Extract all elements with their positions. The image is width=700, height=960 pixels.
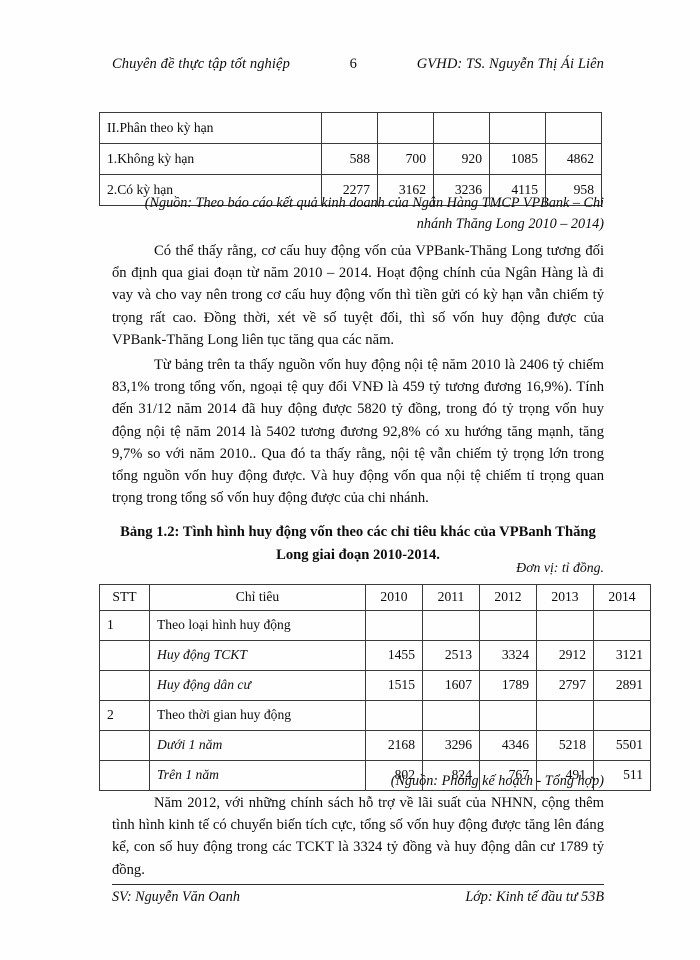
header-title-left: Chuyên đề thực tập tốt nghiệp [112,56,290,72]
header-indicator: Chỉ tiêu [149,584,366,611]
cell-2012: 3236 [433,174,490,206]
cell-2010: 1455 [365,639,423,671]
cell-2011: 3296 [422,729,480,761]
cell-indicator: Trên 1 năm [149,759,366,791]
table-main-body: 1 Theo loại hình huy động Huy động TCKT … [99,609,651,791]
page-footer: SV: Nguyễn Văn Oanh Lớp: Kinh tế đầu tư … [112,889,604,906]
cell-2012 [479,699,537,731]
cell-2011: 824 [422,759,480,791]
source-note-main-table: (Nguồn: Phòng kế hoạch - Tổng hợp) [390,773,604,789]
cell-2010 [321,112,378,144]
table-row: Dưới 1 năm 2168 3296 4346 5218 5501 [99,729,651,761]
cell-indicator: Dưới 1 năm [149,729,366,761]
cell-stt: 1 [99,609,150,641]
header-2014: 2014 [593,584,651,611]
cell-stt [99,639,150,671]
cell-2012: 1789 [479,669,537,701]
cell-2010: 2277 [321,174,378,206]
table-top-body: II.Phân theo kỳ hạn 1.Không kỳ hạn 588 7… [99,112,602,206]
cell-2014: 2891 [593,669,651,701]
cell-2010: 588 [321,143,378,175]
cell-2011 [422,699,480,731]
cell-2010: 802 [365,759,423,791]
cell-2013: 2797 [536,669,594,701]
table-main-head: STT Chỉ tiêu 2010 2011 2012 2013 2014 [99,584,651,611]
cell-2010: 2168 [365,729,423,761]
cell-2014: 958 [545,174,602,206]
footer-class: Lớp: Kinh tế đầu tư 53B [465,889,604,905]
cell-stt [99,669,150,701]
footer-student-name: SV: Nguyễn Văn Oanh [112,889,240,905]
table-row: 1.Không kỳ hạn 588 700 920 1085 4862 [99,143,602,175]
header-2012: 2012 [479,584,537,611]
header-2010: 2010 [365,584,423,611]
page-number: 6 [349,56,358,72]
header-advisor-right: GVHD: TS. Nguyễn Thị Ái Liên [416,56,604,72]
cell-2013 [489,112,546,144]
cell-2013 [536,609,594,641]
table-row: 2.Có kỳ hạn 2277 3162 3236 4115 958 [99,174,602,206]
cell-stt: 2 [99,699,150,731]
table-row: 1 Theo loại hình huy động [99,609,651,641]
cell-2013: 5218 [536,729,594,761]
cell-2014: 511 [593,759,651,791]
cell-2011: 2513 [422,639,480,671]
cell-2012: 4346 [479,729,537,761]
table-row: Trên 1 năm 802 824 767 491 511 [99,759,651,791]
cell-2013: 2912 [536,639,594,671]
table-row: Huy động dân cư 1515 1607 1789 2797 2891 [99,669,651,701]
row-label: 2.Có kỳ hạn [99,174,322,206]
body-paragraph-1: Có thể thấy rằng, cơ cấu huy động vốn củ… [112,243,604,348]
cell-2014: 5501 [593,729,651,761]
source-note-top-table: (Nguồn: Theo báo cáo kết quả kinh doanh … [144,195,604,232]
cell-2012: 920 [433,143,490,175]
table-capital-mobilization: STT Chỉ tiêu 2010 2011 2012 2013 2014 1 … [99,584,651,791]
cell-2014 [593,699,651,731]
body-paragraph-2: Từ bảng trên ta thấy nguồn vốn huy động … [112,357,604,507]
cell-2013 [536,699,594,731]
cell-2014: 3121 [593,639,651,671]
cell-2012: 767 [479,759,537,791]
cell-indicator: Huy động TCKT [149,639,366,671]
cell-stt [99,729,150,761]
cell-2012: 3324 [479,639,537,671]
table-caption: Bảng 1.2: Tình hình huy động vốn theo cá… [120,524,596,563]
cell-indicator: Theo loại hình huy động [149,609,366,641]
cell-2014: 4862 [545,143,602,175]
cell-indicator: Huy động dân cư [149,669,366,701]
table-header-row: STT Chỉ tiêu 2010 2011 2012 2013 2014 [99,584,651,611]
cell-2012 [433,112,490,144]
header-2011: 2011 [422,584,480,611]
table-row: Huy động TCKT 1455 2513 3324 2912 3121 [99,639,651,671]
body-paragraph-3: Năm 2012, với những chính sách hỗ trợ về… [112,795,604,878]
table-row: 2 Theo thời gian huy động [99,699,651,731]
table-unit-label: Đơn vị: tỉ đồng. [516,560,604,575]
cell-2012 [479,609,537,641]
cell-2011: 700 [377,143,434,175]
cell-2011 [377,112,434,144]
footer-divider [112,884,604,885]
cell-2011 [422,609,480,641]
header-2013: 2013 [536,584,594,611]
row-label: II.Phân theo kỳ hạn [99,112,322,144]
cell-2010 [365,609,423,641]
table-row: II.Phân theo kỳ hạn [99,112,602,144]
cell-2011: 1607 [422,669,480,701]
cell-2013: 1085 [489,143,546,175]
cell-2014 [545,112,602,144]
page-header: Chuyên đề thực tập tốt nghiệp 6 GVHD: TS… [112,56,604,73]
cell-stt [99,759,150,791]
row-label: 1.Không kỳ hạn [99,143,322,175]
cell-indicator: Theo thời gian huy động [149,699,366,731]
table-deposit-by-term: II.Phân theo kỳ hạn 1.Không kỳ hạn 588 7… [99,112,602,206]
cell-2010: 1515 [365,669,423,701]
header-stt: STT [99,584,150,611]
cell-2010 [365,699,423,731]
cell-2014 [593,609,651,641]
